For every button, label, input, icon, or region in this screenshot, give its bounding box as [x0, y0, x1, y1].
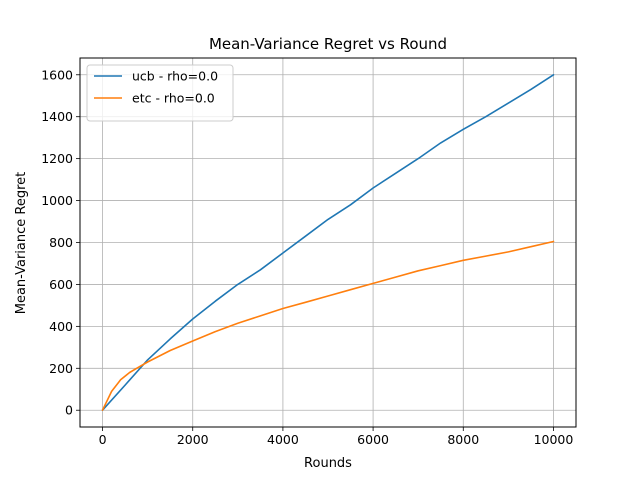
y-tick-label: 0 — [65, 403, 73, 418]
series-line-etc — [101, 240, 555, 412]
legend-box — [86, 64, 234, 122]
y-tick-label: 800 — [49, 235, 73, 250]
y-axis: 0 200 400 600 800 1000 1200 1400 1600 — [41, 67, 80, 418]
x-tick-label: 6000 — [357, 432, 389, 447]
legend-label: etc - rho=0.0 — [132, 91, 215, 106]
x-tick-label: 0 — [99, 432, 107, 447]
y-tick-label: 400 — [49, 319, 73, 334]
plot-lines — [101, 74, 555, 412]
legend: ucb - rho=0.0 etc - rho=0.0 — [86, 64, 234, 122]
x-tick-label: 8000 — [447, 432, 479, 447]
x-axis-label: Rounds — [304, 456, 352, 471]
y-tick-label: 1400 — [41, 109, 73, 124]
x-axis: 0 2000 4000 6000 8000 10000 — [99, 427, 574, 447]
y-tick-label: 600 — [49, 277, 73, 292]
series-line-ucb — [101, 74, 555, 412]
y-tick-label: 1200 — [41, 151, 73, 166]
x-tick-label: 2000 — [177, 432, 209, 447]
chart-title: Mean-Variance Regret vs Round — [209, 35, 447, 53]
y-tick-label: 200 — [49, 361, 73, 376]
grid — [80, 58, 576, 427]
legend-label: ucb - rho=0.0 — [132, 69, 218, 84]
y-axis-label: Mean-Variance Regret — [14, 172, 29, 315]
x-tick-label: 10000 — [534, 432, 574, 447]
y-tick-label: 1000 — [41, 193, 73, 208]
x-tick-label: 4000 — [267, 432, 299, 447]
y-tick-label: 1600 — [41, 67, 73, 82]
